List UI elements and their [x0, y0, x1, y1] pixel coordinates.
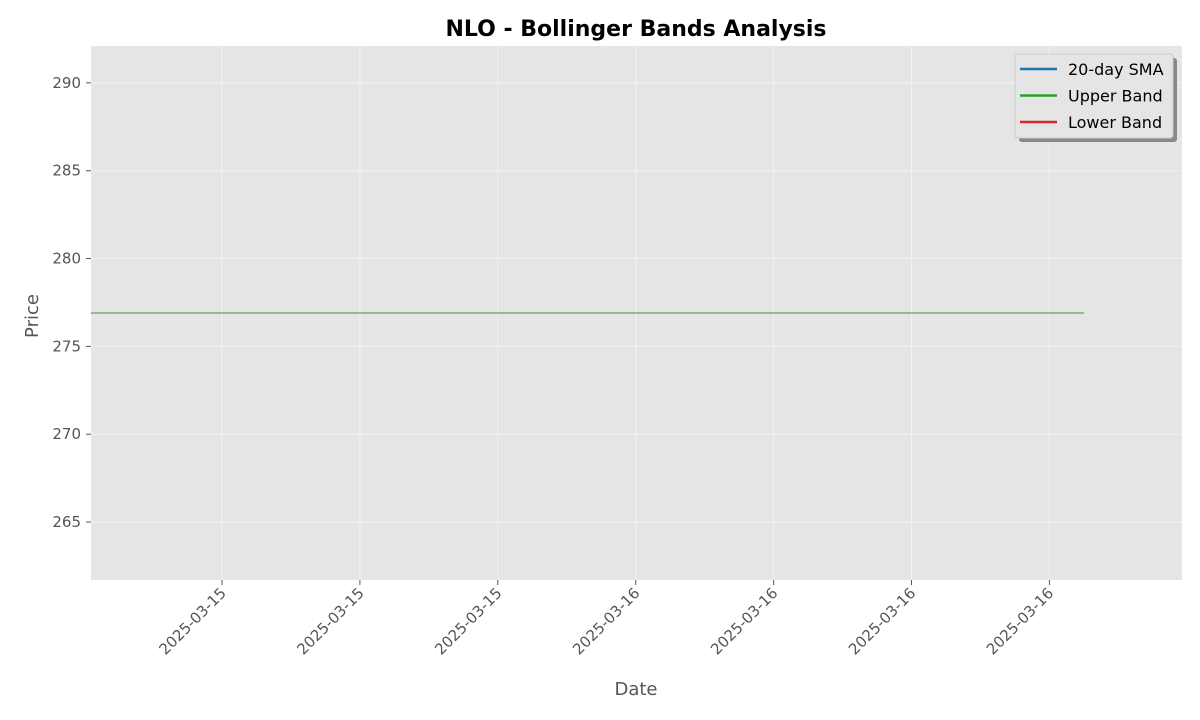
chart-title: NLO - Bollinger Bands Analysis	[445, 17, 826, 42]
x-tick-label: 2025-03-16	[569, 584, 643, 658]
y-tick-label: 270	[52, 425, 81, 443]
x-axis-ticks: 2025-03-15 2025-03-15 2025-03-15 2025-03-16…	[155, 580, 1057, 658]
y-axis-label: Price	[22, 294, 43, 338]
legend-label: 20-day SMA	[1068, 60, 1164, 79]
y-tick-label: 280	[52, 250, 81, 268]
legend: 20-day SMA Upper Band Lower Band	[1014, 53, 1177, 142]
y-tick-label: 275	[52, 337, 81, 355]
x-tick-label: 2025-03-15	[293, 584, 367, 658]
legend-label: Upper Band	[1068, 87, 1163, 106]
legend-label: Lower Band	[1068, 113, 1162, 132]
x-tick-label: 2025-03-16	[845, 584, 919, 658]
y-tick-label: 285	[52, 162, 81, 180]
x-axis-label: Date	[614, 679, 657, 700]
x-tick-label: 2025-03-15	[155, 584, 229, 658]
x-tick-label: 2025-03-16	[983, 584, 1057, 658]
legend-box	[1014, 53, 1174, 139]
x-tick-label: 2025-03-16	[707, 584, 781, 658]
y-tick-label: 265	[52, 513, 81, 531]
y-axis-ticks: 265 270 275 280 285 290	[52, 74, 91, 531]
x-tick-label: 2025-03-15	[431, 584, 505, 658]
y-tick-label: 290	[52, 74, 81, 92]
